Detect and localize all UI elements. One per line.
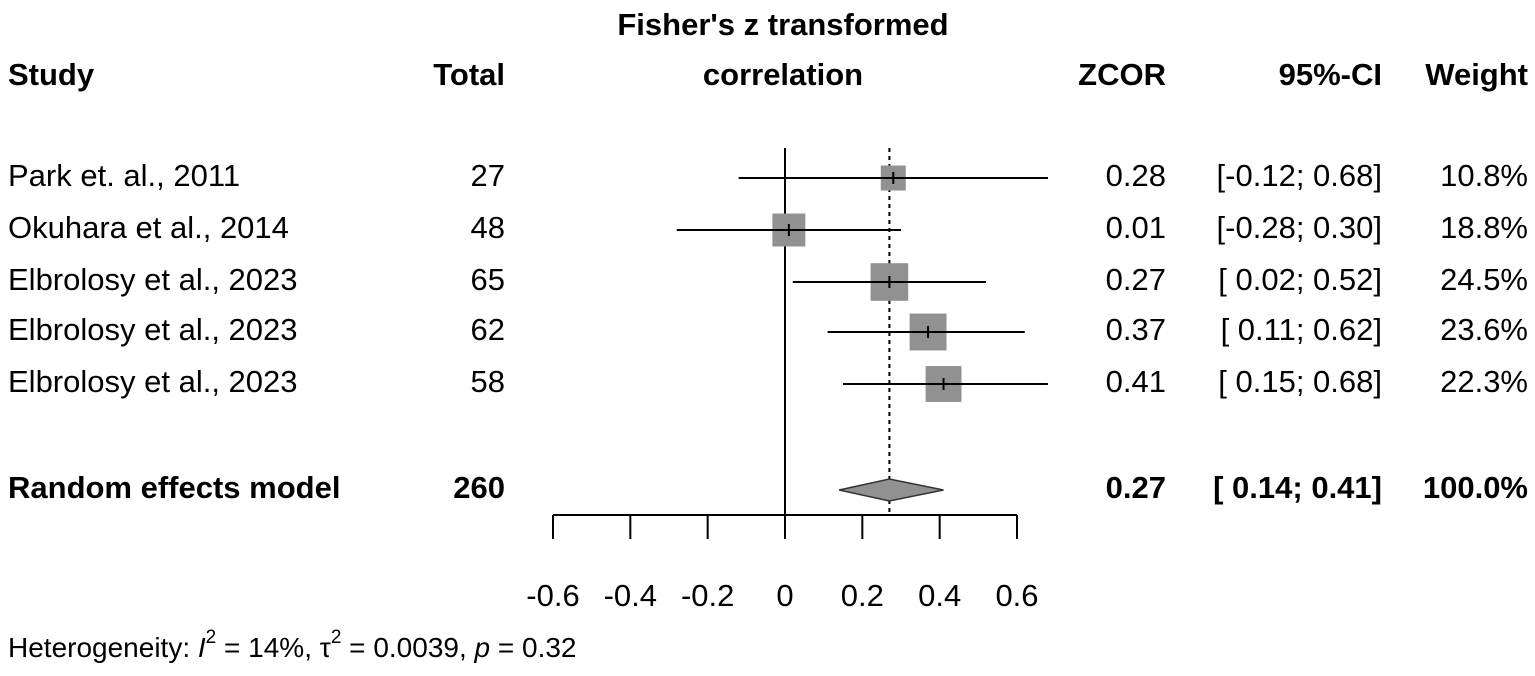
estimate-label: 0.37 (1106, 312, 1166, 347)
summary-ci: [ 0.14; 0.41] (1213, 470, 1382, 505)
summary-estimate: 0.27 (1106, 470, 1166, 505)
heterogeneity-part: = 14%, τ (216, 632, 331, 663)
total: 62 (471, 312, 505, 347)
column-header: Total (433, 57, 505, 92)
x-tick-label: 0.6 (995, 578, 1038, 613)
summary-diamond (838, 478, 944, 502)
study-name: Elbrolosy et al., 2023 (8, 262, 298, 297)
estimate-label: 0.27 (1106, 262, 1166, 297)
heterogeneity-part: 2 (206, 627, 217, 648)
column-header: 95%-CI (1279, 57, 1382, 92)
x-tick-label: 0 (776, 578, 793, 613)
column-header: Weight (1425, 57, 1528, 92)
heterogeneity: Heterogeneity: I2 = 14%, τ2 = 0.0039, p … (8, 627, 577, 663)
ci-label: [-0.12; 0.68] (1217, 158, 1382, 193)
study-name: Okuhara et al., 2014 (8, 210, 289, 245)
estimate-label: 0.41 (1106, 364, 1166, 399)
ci-label: [-0.28; 0.30] (1217, 210, 1382, 245)
summary-weight: 100.0% (1423, 470, 1528, 505)
ci-label: [ 0.11; 0.62] (1221, 312, 1382, 347)
column-header: Study (8, 57, 95, 92)
x-tick-label: -0.6 (526, 578, 579, 613)
total: 65 (471, 262, 505, 297)
weight-label: 23.6% (1440, 312, 1528, 347)
ci-label: [ 0.02; 0.52] (1218, 262, 1382, 297)
x-tick-label: 0.4 (918, 578, 961, 613)
estimate-label: 0.28 (1106, 158, 1166, 193)
x-tick-label: 0.2 (841, 578, 884, 613)
estimate-label: 0.01 (1106, 210, 1166, 245)
weight-label: 18.8% (1440, 210, 1528, 245)
heterogeneity-part: I (198, 632, 206, 663)
x-tick-label: -0.4 (604, 578, 657, 613)
weight-label: 10.8% (1440, 158, 1528, 193)
total: 48 (471, 210, 505, 245)
heterogeneity-part: p (474, 632, 491, 663)
weight-label: 22.3% (1440, 364, 1528, 399)
heterogeneity-part: = 0.32 (490, 632, 576, 663)
x-tick-label: -0.2 (681, 578, 734, 613)
ci-label: [ 0.15; 0.68] (1218, 364, 1382, 399)
heterogeneity-part: = 0.0039, (341, 632, 474, 663)
weight-label: 24.5% (1440, 262, 1528, 297)
total: 58 (471, 364, 505, 399)
summary-name: Random effects model (8, 470, 340, 505)
title-line: Fisher's z transformed (617, 7, 948, 42)
total: 27 (471, 158, 505, 193)
heterogeneity-part: 2 (331, 627, 342, 648)
summary-total: 260 (453, 470, 505, 505)
study-name: Elbrolosy et al., 2023 (8, 364, 298, 399)
study-name: Park et. al., 2011 (8, 158, 240, 193)
study-name: Elbrolosy et al., 2023 (8, 312, 298, 347)
heterogeneity-part: Heterogeneity: (8, 632, 198, 663)
column-header: ZCOR (1078, 57, 1166, 92)
title-line: correlation (703, 57, 863, 92)
